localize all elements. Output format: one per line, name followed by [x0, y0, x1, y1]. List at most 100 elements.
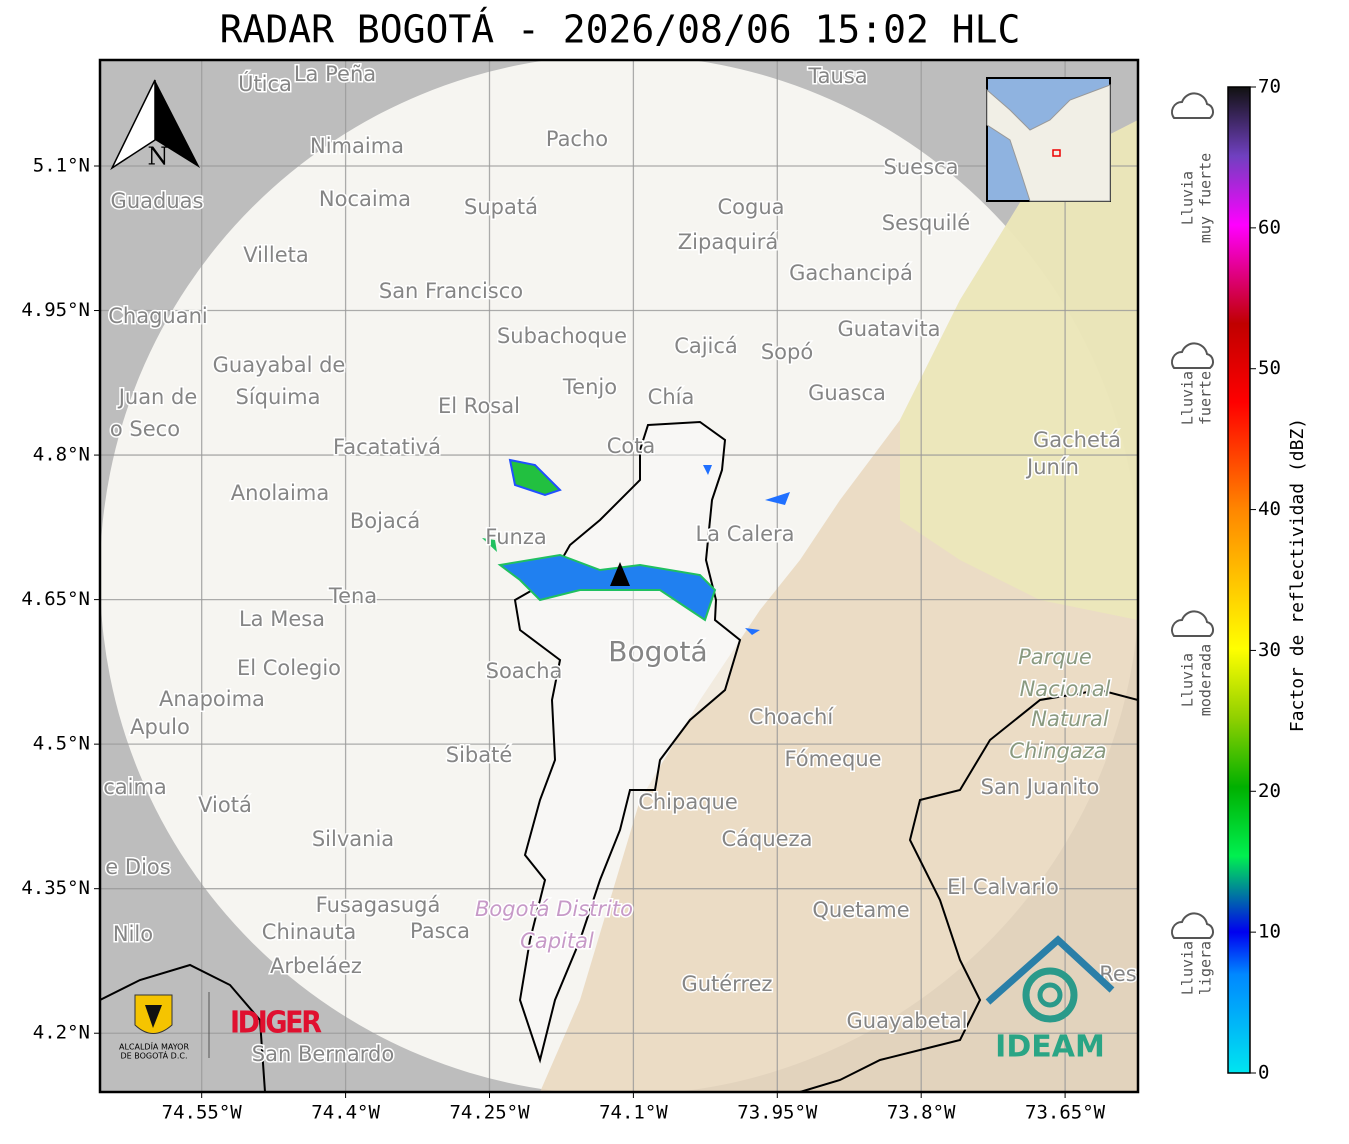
map-frame — [98, 58, 1140, 1094]
map: Útica La Peña Tausa Pacho Nimaima Suesca Guadu… — [100, 60, 1138, 1092]
place-label: Gachancipá — [789, 261, 913, 285]
place-label: Villeta — [243, 243, 308, 267]
colorbar-tick-label: 50 — [1258, 357, 1281, 379]
place-label: Guayabetal — [847, 1009, 968, 1033]
place-label: Fómeque — [784, 747, 881, 771]
terrain — [900, 120, 1138, 620]
place-label: La Mesa — [239, 607, 325, 631]
rain-icon — [1171, 912, 1214, 939]
alcaldia-logo: ALCALDÍA MAYOR DE BOGOTÁ D.C. — [119, 992, 210, 1061]
ideam-logo: IDEAM — [985, 935, 1115, 1065]
place-label: Tausa — [807, 64, 867, 88]
place-label: Chía — [648, 385, 695, 409]
place-label: La Peña — [294, 62, 376, 86]
title: RADAR BOGOTÁ - 2026/08/06 15:02 HLC — [220, 8, 1021, 52]
rain-level-label: Lluvia — [1179, 171, 1197, 225]
colorbar-tick-label: 60 — [1258, 216, 1281, 238]
x-tick-label: 73.8°W — [887, 1102, 956, 1124]
place-label: Bogotá — [608, 635, 707, 668]
place-label: Gachetá — [1033, 428, 1121, 452]
place-label: Nocaima — [319, 187, 411, 211]
place-label: Pacho — [546, 127, 608, 151]
place-label: Anapoima — [159, 687, 265, 711]
colorbar-tick-label: 0 — [1258, 1062, 1269, 1084]
place-label: Chingaza — [1009, 739, 1106, 763]
colorbar-tick-label: 30 — [1258, 639, 1281, 661]
place-label: e Dios — [105, 855, 170, 879]
y-tick-label: 4.2°N — [33, 1022, 90, 1044]
y-tick-label: 4.95°N — [21, 299, 90, 321]
alcaldia-text: DE BOGOTÁ D.C. — [120, 1050, 187, 1061]
place-label: Subachoque — [497, 324, 627, 348]
place-label: Sibaté — [446, 743, 513, 767]
place-label: Síquima — [236, 385, 321, 409]
place-label: Bojacá — [350, 509, 420, 533]
place-label: Guasca — [808, 381, 886, 405]
place-label: Natural — [1031, 707, 1109, 731]
place-label: El Calvario — [947, 875, 1059, 899]
place-label: Facatativá — [333, 435, 441, 459]
colorbar-tick-label: 20 — [1258, 780, 1281, 802]
rain-level-label: muy fuerte — [1197, 153, 1215, 243]
place-label: Suesca — [884, 155, 959, 179]
place-label: Silvania — [312, 827, 394, 851]
ideam-text: IDEAM — [995, 1030, 1105, 1065]
y-tick-label: 4.8°N — [33, 444, 90, 466]
place-label: Gutérrez — [681, 972, 772, 996]
place-label: Bogotá Distrito — [475, 897, 633, 921]
place-label: Apulo — [130, 715, 190, 739]
x-tick-label: 73.65°W — [1025, 1102, 1106, 1124]
colorbar-tick-label: 40 — [1258, 498, 1281, 520]
rain-icon — [1171, 342, 1214, 369]
radar-echoes — [482, 458, 790, 635]
place-label: o Seco — [110, 417, 180, 441]
x-tick-label: 74.55°W — [162, 1102, 243, 1124]
place-label: Arbeláez — [270, 954, 362, 978]
y-tick-label: 4.65°N — [21, 588, 90, 610]
radar-site — [610, 562, 630, 586]
rain-icon — [1171, 92, 1214, 119]
idiger-logo: IDIGER — [230, 1006, 322, 1041]
place-label: Sesquilé — [882, 211, 970, 235]
place-label: Nacional — [1020, 677, 1111, 701]
place-label: Nilo — [113, 922, 153, 946]
place-label: Quetame — [812, 898, 909, 922]
rain-level-label: moderada — [1197, 644, 1215, 716]
place-label: Junín — [1025, 455, 1079, 479]
place-label: Parque — [1018, 645, 1092, 669]
colorbar-label: Factor de reflectividad (dBZ) — [1287, 418, 1308, 732]
place-label: Supatá — [464, 195, 538, 219]
place-label: Cota — [607, 434, 656, 458]
place-label: Chipaque — [638, 790, 738, 814]
place-label: El Colegio — [237, 656, 341, 680]
colorbar-tick-label: 10 — [1258, 921, 1281, 943]
place-label: Útica — [238, 71, 292, 96]
x-tick-label: 73.95°W — [737, 1102, 818, 1124]
rain-level-label: Lluvia — [1179, 941, 1197, 995]
rain-level-label: fuerte — [1197, 371, 1215, 425]
north-label: N — [148, 143, 169, 171]
department-boundary — [100, 963, 266, 1092]
place-label: Zipaquirá — [678, 230, 778, 254]
y-tick-label: 4.35°N — [21, 877, 90, 899]
place-label: Capital — [520, 929, 594, 953]
place-label: Tenjo — [562, 375, 617, 399]
place-label: La Calera — [695, 522, 794, 546]
place-label: Pasca — [410, 919, 470, 943]
place-label: Nimaima — [310, 134, 404, 158]
place-label: Cáqueza — [722, 827, 813, 851]
rain-level-label: Lluvia — [1179, 371, 1197, 425]
place-label: Viotá — [198, 793, 252, 817]
place-label: Soacha — [486, 659, 563, 683]
y-tick-label: 5.1°N — [33, 154, 90, 176]
x-tick-label: 74.1°W — [599, 1102, 668, 1124]
x-tick-label: 74.25°W — [449, 1102, 530, 1124]
place-label: San Bernardo — [252, 1042, 394, 1066]
place-label: Tena — [328, 584, 377, 608]
place-label: Choachí — [749, 705, 835, 729]
rain-level-label: ligera — [1197, 941, 1215, 995]
place-label: San Francisco — [379, 279, 523, 303]
place-label: Funza — [485, 525, 546, 549]
x-tick-label: 74.4°W — [311, 1102, 380, 1124]
